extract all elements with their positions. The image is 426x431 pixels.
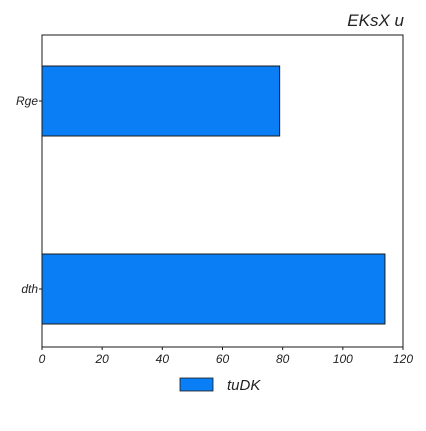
- y-tick-label: Rge: [16, 94, 38, 108]
- legend-swatch: [179, 377, 214, 392]
- chart-title: EKsX u: [347, 11, 404, 30]
- bar-dth: [41, 253, 386, 325]
- x-tick-label: 0: [39, 352, 46, 366]
- bars-layer: [41, 65, 386, 325]
- x-tick-label: 20: [94, 352, 109, 366]
- y-axis: Rge dth: [16, 94, 42, 296]
- x-tick-label: 60: [216, 352, 230, 366]
- x-tick-label: 100: [333, 352, 353, 366]
- legend-label: tuDK: [227, 377, 261, 394]
- x-tick-label: 80: [276, 352, 290, 366]
- x-axis: 0 20 40 60 80 100 120: [39, 347, 413, 366]
- y-tick-label: dth: [21, 282, 38, 296]
- x-tick-label: 40: [156, 352, 170, 366]
- x-tick-label: 120: [393, 352, 413, 366]
- bar-Rge: [41, 65, 281, 137]
- legend: tuDK: [179, 377, 261, 394]
